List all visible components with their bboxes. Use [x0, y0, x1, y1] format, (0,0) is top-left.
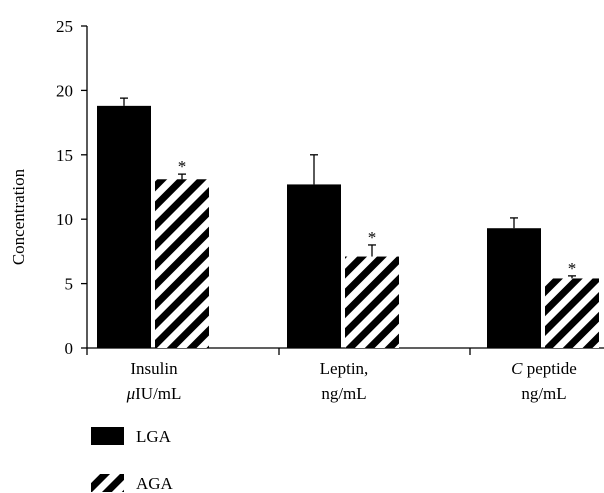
bar-lga-2: [487, 228, 541, 348]
y-tick-label: 15: [56, 146, 73, 165]
category-label-line1: Leptin,: [320, 359, 369, 378]
y-ticks: 0 5 10 15 20 25: [56, 17, 87, 358]
bar-lga-0: [97, 105, 151, 348]
category-labels: Insulin μIU/mL Leptin, ng/mL C peptide ng/mL: [126, 359, 577, 403]
category-label-line1: Insulin: [130, 359, 178, 378]
legend-label-lga: LGA: [136, 427, 172, 446]
legend-swatch-aga: [91, 474, 124, 492]
category-label-line2: μIU/mL: [126, 384, 182, 403]
bars: [97, 105, 599, 348]
error-bars: [120, 97, 576, 279]
bar-lga-1: [287, 184, 341, 348]
category-label-line2: ng/mL: [521, 384, 566, 403]
legend-swatch-lga: [91, 427, 124, 445]
category-label-line1: C peptide: [511, 359, 577, 378]
y-tick-label: 25: [56, 17, 73, 36]
legend-label-aga: AGA: [136, 474, 174, 493]
significance-star: *: [568, 259, 577, 278]
bar-aga-2: [545, 278, 599, 348]
category-label-line2: ng/mL: [321, 384, 366, 403]
legend: LGA AGA: [91, 427, 174, 493]
y-tick-label: 20: [56, 81, 73, 100]
significance-star: *: [178, 157, 187, 176]
y-axis-label: Concentration: [9, 168, 28, 265]
bar-aga-1: [345, 256, 399, 348]
y-tick-label: 5: [65, 275, 74, 294]
y-tick-label: 0: [65, 339, 74, 358]
significance-star: *: [368, 228, 377, 247]
y-tick-label: 10: [56, 210, 73, 229]
bar-aga-0: [155, 179, 209, 348]
x-ticks: [86, 348, 471, 355]
significance-markers: * * *: [178, 157, 577, 278]
